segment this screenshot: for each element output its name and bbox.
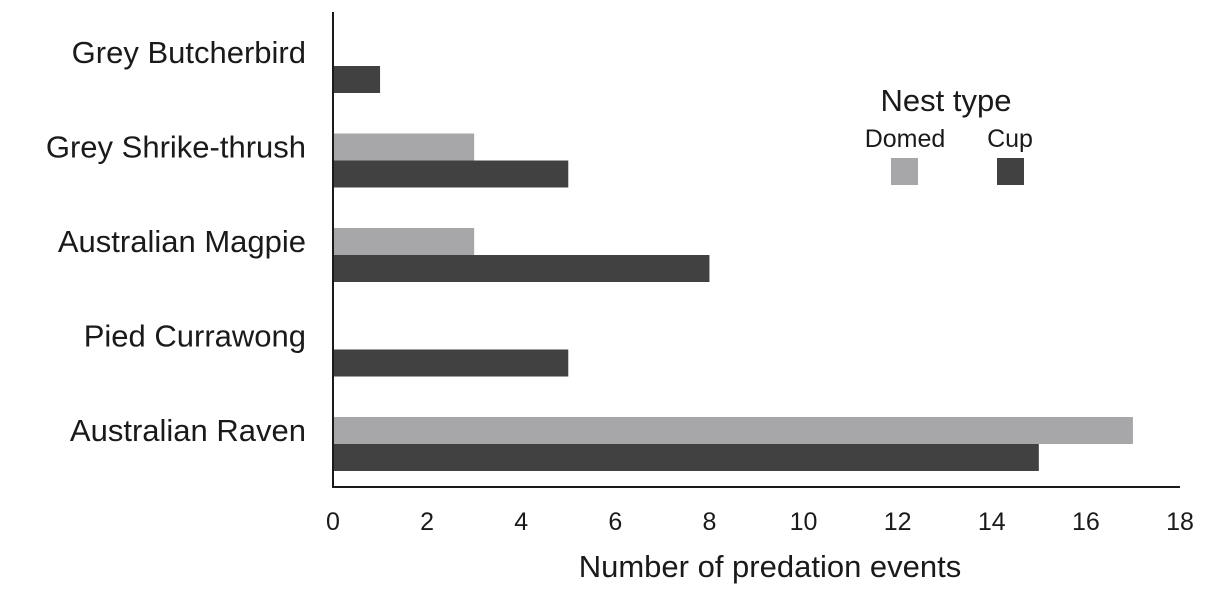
- x-tick-label-18: 18: [1166, 508, 1194, 536]
- category-label-australian-magpie: Australian Magpie: [58, 224, 306, 259]
- bar-cup-australian-magpie: [333, 255, 710, 282]
- x-axis-title: Number of predation events: [579, 549, 962, 584]
- x-tick-label-16: 16: [1072, 508, 1100, 536]
- category-label-pied-currawong: Pied Currawong: [84, 319, 306, 354]
- legend-title: Nest type: [881, 83, 1012, 118]
- x-tick-label-8: 8: [702, 508, 716, 536]
- legend-label-cup: Cup: [987, 125, 1033, 153]
- legend-label-domed: Domed: [865, 125, 946, 153]
- x-tick-label-4: 4: [514, 508, 528, 536]
- x-tick-label-10: 10: [790, 508, 818, 536]
- x-tick-label-0: 0: [326, 508, 340, 536]
- x-ticks: 0 2 4 6 8 10 12 14 16 18: [326, 508, 1194, 536]
- category-label-grey-shrike-thrush: Grey Shrike-thrush: [46, 130, 306, 165]
- category-label-grey-butcherbird: Grey Butcherbird: [72, 35, 306, 70]
- x-tick-label-14: 14: [978, 508, 1006, 536]
- bar-cup-pied-currawong: [333, 349, 569, 377]
- legend: Nest type Domed Cup: [865, 83, 1033, 185]
- bars-group: [333, 66, 1133, 471]
- bar-cup-grey-butcherbird: [333, 66, 381, 93]
- bar-domed-australian-magpie: [333, 228, 475, 255]
- x-tick-label-12: 12: [884, 508, 912, 536]
- bar-domed-grey-shrike-thrush: [333, 133, 475, 161]
- bar-domed-australian-raven: [333, 417, 1133, 444]
- bar-cup-australian-raven: [333, 444, 1039, 471]
- legend-swatch-domed: [891, 158, 918, 185]
- x-tick-label-6: 6: [608, 508, 622, 536]
- legend-swatch-cup: [997, 158, 1024, 185]
- category-label-australian-raven: Australian Raven: [70, 413, 306, 448]
- bar-cup-grey-shrike-thrush: [333, 160, 569, 188]
- category-labels: Grey Butcherbird Grey Shrike-thrush Austra…: [46, 35, 306, 448]
- x-tick-label-2: 2: [420, 508, 434, 536]
